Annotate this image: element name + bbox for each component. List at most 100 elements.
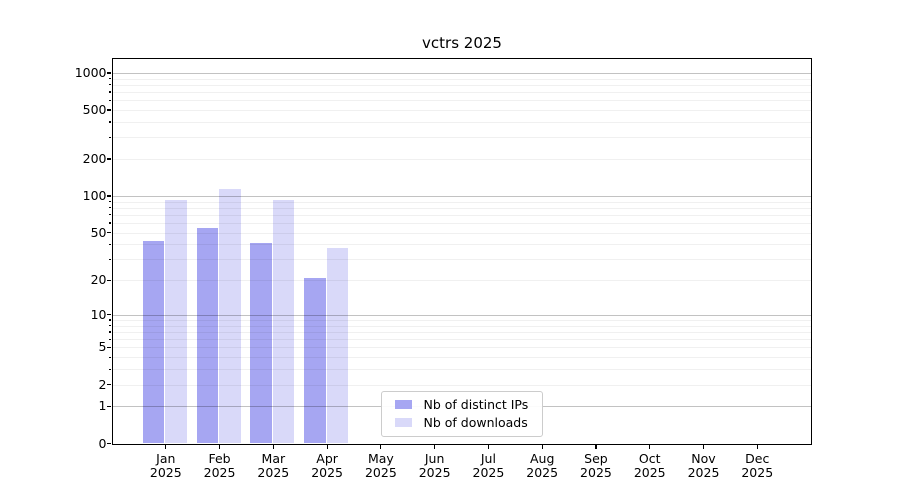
legend-swatch-downloads xyxy=(394,418,412,427)
gridline-minor xyxy=(112,280,811,282)
y-tick-label: 0 xyxy=(98,435,107,451)
gridline-minor xyxy=(112,201,811,203)
y-minor-tick xyxy=(108,77,111,80)
y-minor-tick xyxy=(108,258,111,260)
y-minor-tick xyxy=(108,91,111,93)
x-tick xyxy=(487,445,489,449)
x-tick xyxy=(272,445,274,449)
gridline-minor xyxy=(112,331,811,333)
bar-distinct-ips-jan xyxy=(142,240,165,444)
x-tick-label: Nov 2025 xyxy=(687,450,720,480)
x-tick xyxy=(541,445,543,449)
y-tick xyxy=(107,314,111,316)
gridline-minor xyxy=(112,100,811,102)
gridline-minor xyxy=(112,339,811,341)
y-tick xyxy=(107,195,111,197)
gridline-minor xyxy=(112,369,811,371)
plot-area: Nb of distinct IPs Nb of downloads 1000 5… xyxy=(75,57,812,480)
y-tick xyxy=(107,109,111,111)
y-tick xyxy=(107,442,111,445)
gridline-minor xyxy=(112,259,811,261)
x-tick-label: Aug 2025 xyxy=(526,450,559,480)
y-tick xyxy=(107,158,111,160)
y-tick xyxy=(107,346,111,348)
y-minor-tick xyxy=(108,200,111,203)
y-minor-tick xyxy=(108,325,111,327)
x-tick-label: Apr 2025 xyxy=(311,450,344,480)
x-tick xyxy=(434,445,436,449)
gridline-minor xyxy=(112,110,811,112)
gridline-minor xyxy=(112,357,811,359)
x-tick-label: Dec 2025 xyxy=(741,450,774,480)
y-minor-tick xyxy=(108,136,111,138)
x-tick xyxy=(702,445,705,449)
gridline-minor xyxy=(112,214,811,216)
legend-label: Nb of downloads xyxy=(423,415,528,430)
y-tick-label: 100 xyxy=(82,187,107,203)
gridline-major xyxy=(112,195,811,197)
y-tick-label: 500 xyxy=(82,102,107,118)
x-tick xyxy=(165,445,167,449)
gridline-minor xyxy=(112,244,811,246)
bar-downloads-feb xyxy=(219,189,241,444)
y-minor-tick xyxy=(108,222,111,224)
y-minor-tick xyxy=(108,356,111,358)
gridline-minor xyxy=(112,232,811,234)
gridline-minor xyxy=(112,92,811,94)
gridline-minor xyxy=(112,325,811,327)
y-tick-label: 1 xyxy=(98,398,107,414)
y-tick xyxy=(107,383,111,386)
y-tick-label: 200 xyxy=(82,151,107,167)
chart-title: vctrs 2025 xyxy=(422,34,502,52)
y-minor-tick xyxy=(108,121,111,123)
x-tick-label: Sep 2025 xyxy=(580,450,612,480)
bar-downloads-apr xyxy=(326,248,349,444)
y-tick xyxy=(107,279,111,281)
x-tick-label: May 2025 xyxy=(364,450,397,480)
y-minor-tick xyxy=(108,99,111,101)
gridline-minor xyxy=(112,207,811,209)
x-tick xyxy=(218,445,221,449)
bar-downloads-mar xyxy=(272,199,295,444)
bar-distinct-ips-feb xyxy=(196,227,219,444)
x-tick-label: Feb 2025 xyxy=(203,450,236,480)
x-tick xyxy=(595,445,597,449)
y-tick-label: 20 xyxy=(90,272,107,288)
legend-swatch-distinct-ips xyxy=(394,400,412,409)
y-minor-tick xyxy=(108,214,111,216)
y-tick-label: 5 xyxy=(98,339,107,355)
legend-label: Nb of distinct IPs xyxy=(423,397,529,412)
y-tick-label: 2 xyxy=(98,376,107,392)
bar-distinct-ips-mar xyxy=(250,243,272,444)
gridline-minor xyxy=(112,347,811,349)
legend-entry-distinct-ips: Nb of distinct IPs xyxy=(394,397,542,412)
y-minor-tick xyxy=(108,338,111,340)
gridline-minor xyxy=(112,84,811,86)
gridline-minor xyxy=(112,384,811,386)
y-minor-tick xyxy=(108,243,111,245)
y-tick xyxy=(107,232,111,234)
y-tick-label: 50 xyxy=(90,224,107,240)
y-tick-label: 10 xyxy=(90,306,107,322)
x-tick xyxy=(756,445,758,449)
gridline-minor xyxy=(112,223,811,224)
bar-distinct-ips-apr xyxy=(304,277,326,444)
y-tick xyxy=(107,72,111,74)
gridline-major xyxy=(112,72,811,74)
x-tick xyxy=(380,445,382,449)
y-minor-tick xyxy=(108,207,111,209)
legend: Nb of distinct IPs Nb of downloads xyxy=(380,390,543,437)
legend-entry-downloads: Nb of downloads xyxy=(394,415,542,430)
gridline-major xyxy=(112,314,811,316)
x-tick-label: Oct 2025 xyxy=(633,450,666,480)
bar-downloads-jan xyxy=(165,200,187,444)
y-minor-tick xyxy=(108,319,111,321)
gridline-minor xyxy=(112,320,811,321)
y-tick-label: 1000 xyxy=(74,64,107,80)
x-tick xyxy=(649,445,651,449)
gridline-minor xyxy=(112,78,811,80)
x-tick-label: Jul 2025 xyxy=(472,450,505,480)
x-tick-label: Mar 2025 xyxy=(257,450,290,480)
y-minor-tick xyxy=(108,368,111,370)
